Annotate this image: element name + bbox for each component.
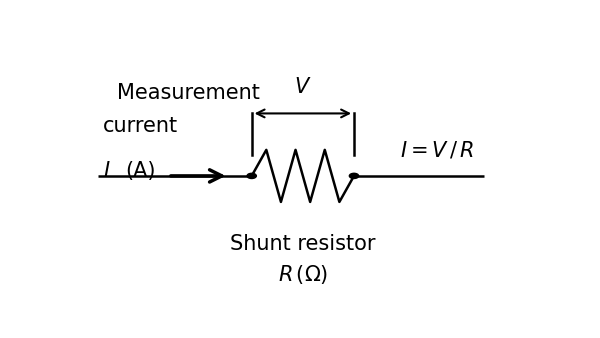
Text: current: current bbox=[103, 117, 178, 137]
Text: $R\,(\Omega)$: $R\,(\Omega)$ bbox=[278, 263, 328, 286]
Text: $I$: $I$ bbox=[103, 161, 110, 181]
Text: $V$: $V$ bbox=[294, 77, 311, 97]
Circle shape bbox=[247, 173, 256, 178]
Circle shape bbox=[349, 173, 359, 178]
Text: $I = V\,/\,R$: $I = V\,/\,R$ bbox=[400, 139, 475, 160]
Text: Measurement: Measurement bbox=[117, 82, 260, 103]
Text: (A): (A) bbox=[125, 161, 156, 181]
Text: Shunt resistor: Shunt resistor bbox=[230, 234, 376, 254]
